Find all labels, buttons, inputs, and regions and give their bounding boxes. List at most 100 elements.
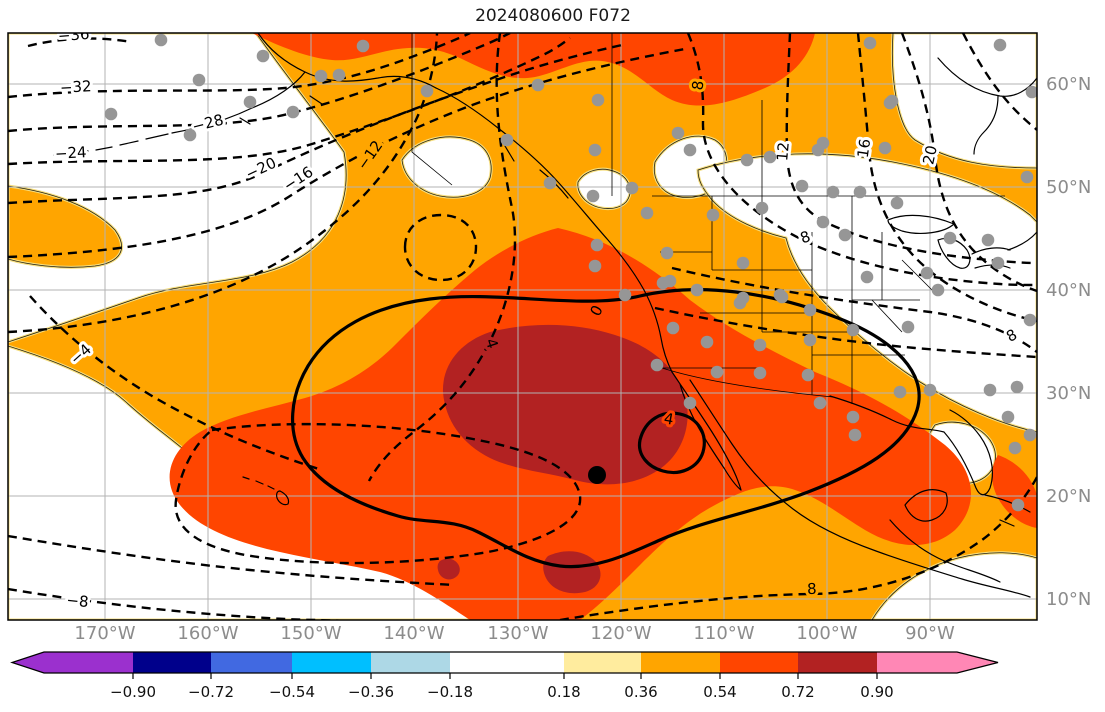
station-dot [640, 206, 654, 220]
dashed-contour [559, 476, 1037, 620]
colorbar: −0.90 −0.72 −0.54 −0.36 −0.18 0.18 0.36 0.54 0.7… [10, 651, 999, 701]
shading-zero-line [8, 33, 347, 343]
shading-zero-line [401, 136, 492, 198]
shading-darkred-blob [442, 324, 688, 485]
shading-zero-line [892, 33, 1037, 169]
colorbar-tick-label: 0.36 [624, 683, 657, 701]
station-dot [816, 215, 830, 229]
lon-tick-label: 160°W [177, 623, 238, 644]
station-dot [660, 246, 674, 260]
contour-label: −8 [66, 591, 90, 611]
shading-darkred-blob [437, 558, 460, 580]
station-dot [1025, 85, 1037, 99]
colorbar-segment [877, 652, 957, 673]
station-dot [683, 143, 697, 157]
station-dot [591, 93, 605, 107]
station-dot [846, 410, 860, 424]
station-dot [1011, 498, 1025, 512]
shading-zero-line [697, 153, 1037, 433]
colorbar-tick-label: −0.54 [269, 683, 315, 701]
station-dot [1001, 410, 1015, 424]
lon-tick-label: 90°W [905, 623, 955, 644]
colorbar-outline [10, 651, 999, 674]
station-dot [890, 196, 904, 210]
lon-tick-label: 100°W [796, 623, 857, 644]
dashed-contour [367, 33, 517, 482]
station-dot [356, 39, 370, 53]
colorbar-left-arrow [12, 652, 44, 673]
dashed-contour [8, 33, 439, 334]
colorbar-tick-label: 0.72 [781, 683, 814, 701]
contour-label: −24 [54, 143, 87, 163]
colorbar-tick-label: −0.72 [188, 683, 234, 701]
station-dot [104, 107, 118, 121]
coastline [689, 379, 1031, 598]
station-dot [671, 126, 685, 140]
station-dot [590, 238, 604, 252]
map-frame [7, 32, 1038, 621]
dashed-contour [403, 213, 478, 282]
station-dot [700, 335, 714, 349]
solid-contour [637, 411, 706, 474]
colorbar-segment [292, 652, 371, 673]
station-dot [710, 365, 724, 379]
colorbar-segment [564, 652, 641, 673]
station-dot [1023, 313, 1037, 327]
coastline [242, 476, 290, 506]
station-dot [813, 396, 827, 410]
station-dot [618, 288, 632, 302]
latitude-axis: 60°N 50°N 40°N 30°N 20°N 10°N [1046, 74, 1091, 610]
station-dot [740, 153, 754, 167]
station-dot [586, 189, 600, 203]
station-dot [838, 228, 852, 242]
shading-zero-line [8, 185, 122, 268]
colorbar-right-arrow [957, 652, 998, 673]
station-dot [420, 84, 434, 98]
dashed-contour [174, 422, 582, 565]
colorbar-segment [211, 652, 292, 673]
dashed-contour [8, 534, 456, 587]
station-dot [243, 95, 257, 109]
coastline [829, 395, 993, 496]
station-dot [923, 383, 937, 397]
lat-tick-label: 50°N [1046, 177, 1091, 198]
lon-tick-label: 150°W [280, 623, 341, 644]
station-dot [801, 368, 815, 382]
station-dot [803, 303, 817, 317]
station-dot [753, 338, 767, 352]
station-dot [795, 179, 809, 193]
station-dot [846, 323, 860, 337]
plot-title: 2024080600 F072 [475, 6, 631, 26]
station-dot [863, 36, 877, 50]
station-dot [931, 283, 945, 297]
colorbar-segment [450, 652, 564, 673]
station-dot [1020, 170, 1034, 184]
coastline [889, 519, 1001, 583]
contour-label: −36 [57, 25, 90, 45]
lat-tick-label: 10°N [1046, 589, 1091, 610]
dashed-contour [654, 306, 1037, 359]
station-dot [332, 68, 346, 82]
station-dot [943, 231, 957, 245]
coastline [904, 489, 948, 522]
lon-tick-label: 110°W [693, 623, 754, 644]
lat-tick-label: 60°N [1046, 74, 1091, 95]
dashed-contour [8, 587, 346, 620]
lon-tick-label: 130°W [487, 623, 548, 644]
station-dot [192, 73, 206, 87]
lon-tick-label: 140°W [383, 623, 444, 644]
station-dot [683, 396, 697, 410]
storm-position-dot [588, 466, 606, 484]
political-border [661, 367, 834, 398]
coastline [671, 371, 742, 491]
dashed-contour [671, 266, 1037, 353]
solid-contour [290, 288, 921, 569]
dashed-contour [8, 37, 571, 166]
station-dot [920, 266, 934, 280]
colorbar-tick-label: −0.90 [110, 683, 156, 701]
longitude-axis: 170°W 160°W 150°W 140°W 130°W 120°W 110°W 100°W… [74, 623, 955, 644]
station-dot [893, 385, 907, 399]
political-border [871, 299, 903, 333]
